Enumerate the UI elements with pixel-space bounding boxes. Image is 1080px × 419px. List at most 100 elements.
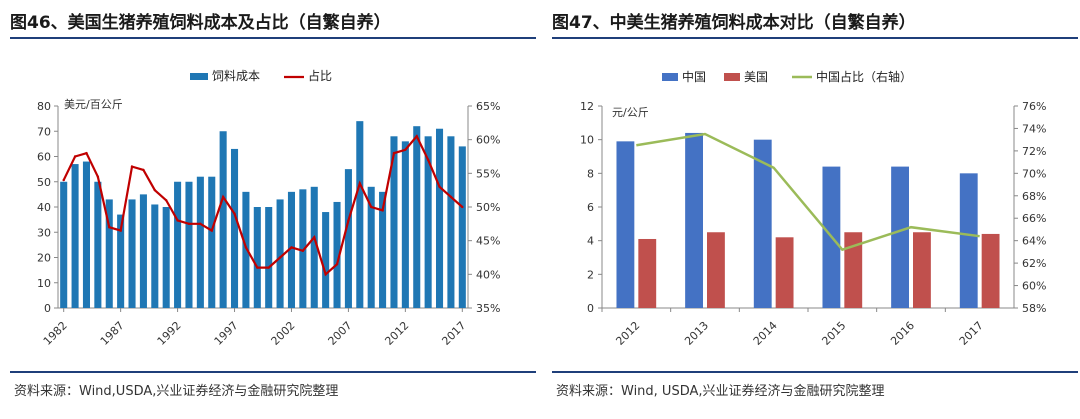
x-tick-label: 2012 [613,319,642,348]
y-tick-label-left: 20 [37,252,51,265]
y-tick-label-left: 6 [587,201,594,214]
title-rule-left [10,37,536,39]
y-tick-label-left: 40 [37,201,51,214]
x-tick-label: 2017 [439,319,468,348]
x-tick-label: 2016 [888,319,917,348]
bar-usa [913,232,931,308]
point-share [426,158,430,162]
bar-feed-cost [139,194,147,308]
bar-feed-cost [242,191,250,308]
legend-label-china-share: 中国占比（右轴） [816,69,912,84]
bar-feed-cost [265,207,273,308]
legend-label-feed-cost: 饲料成本 [212,69,260,83]
y-tick-label-right: 60% [476,134,500,147]
y-tick-label-left: 0 [587,302,594,315]
bar-feed-cost [128,199,136,308]
plot-area [58,106,468,308]
x-tick-label: 2002 [269,319,298,348]
point-share [244,246,248,249]
y-tick-label-right: 58% [1022,302,1046,315]
point-share [415,135,418,138]
point-share [278,256,282,259]
point-share [381,209,384,212]
point-share [324,273,327,276]
point-share [392,151,396,155]
y-tick-label-left: 70 [37,125,51,138]
y-tick-label-right: 35% [476,302,500,315]
bar-feed-cost [287,191,296,308]
bar-feed-cost [390,136,398,308]
bar-feed-cost [151,204,159,308]
x-tick-label: 2015 [819,319,848,348]
legend-label-share: 占比 [308,68,332,83]
bar-feed-cost [299,189,307,308]
point-share [301,249,305,252]
bar-china [959,173,978,308]
bar-feed-cost [379,191,387,308]
point-share [210,229,213,232]
bar-feed-cost [413,126,421,308]
point-share [449,195,453,199]
y-tick-label-right: 60% [1022,280,1046,293]
bar-feed-cost [333,201,341,308]
bar-feed-cost [322,212,330,308]
point-share [73,155,77,158]
bar-china [753,139,772,308]
point-share [313,236,316,239]
legend-label-china: 中国 [682,69,706,84]
x-tick-label: 1992 [155,319,184,348]
chart-left: 0 10 20 30 40 50 60 70 80 35% 40% 45% 50% 55% 60% 65% 美元… [37,68,500,348]
chart-right: 0 2 4 6 8 10 12 58% 60% 62% 64% 66% 68% 70% 72% 74% 76% 元… [580,69,1046,348]
bar-feed-cost [71,164,79,308]
point-share [142,168,145,172]
legend-swatch-china [662,73,678,81]
point-share [461,205,464,209]
bar-feed-cost [60,181,68,308]
bar-feed-cost [94,181,102,308]
bar-feed-cost [424,136,432,308]
legend-swatch-usa [724,73,740,81]
point-share [335,263,339,266]
point-share [153,188,157,192]
point-share [164,199,168,202]
point-share [290,246,293,249]
title-rule-right [552,37,1078,39]
point-share [347,219,350,222]
x-tick-label: 1997 [212,319,241,348]
point-share [176,219,179,222]
point-share [108,226,111,229]
line-china-share [636,132,980,252]
bar-usa [707,232,725,308]
line-share [62,134,464,277]
bar-feed-cost [185,181,193,308]
source-note-right: 资料来源：Wind, USDA,兴业证券经济与金融研究院整理 [556,384,885,399]
bar-feed-cost [117,214,125,308]
y-unit-label-left: 元/公斤 [612,106,649,119]
bar-feed-cost [162,207,170,308]
point-share [199,222,202,226]
y-tick-label-left: 10 [580,134,594,147]
chart-title-left: 图46、美国生猪养殖饲料成本及占比（自繁自养） [10,13,391,33]
y-tick-label-left: 2 [587,268,594,281]
y-tick-label-left: 80 [37,100,51,113]
bar-feed-cost [105,199,113,308]
y-tick-label-right: 40% [476,268,500,281]
y-tick-label-right: 76% [1022,100,1046,113]
y-tick-label-left: 8 [587,167,594,180]
y-tick-label-right: 70% [1022,167,1046,180]
y-tick-label-left: 10 [37,277,51,290]
y-tick-label-right: 66% [1022,212,1046,225]
x-tick-label: 2013 [682,319,711,348]
point-share [130,165,134,168]
bar-feed-cost [367,186,375,308]
y-tick-label-right: 64% [1022,235,1046,248]
y-tick-label-left: 12 [580,100,594,113]
bar-feed-cost [253,207,261,308]
bar-feed-cost [219,131,227,308]
y-tick-label-left: 50 [37,176,51,189]
bar-feed-cost [208,176,216,308]
bar-feed-cost [82,161,91,308]
bar-feed-cost [344,169,352,308]
x-tick-label: 1982 [41,319,70,348]
y-tick-label-right: 74% [1022,122,1046,135]
